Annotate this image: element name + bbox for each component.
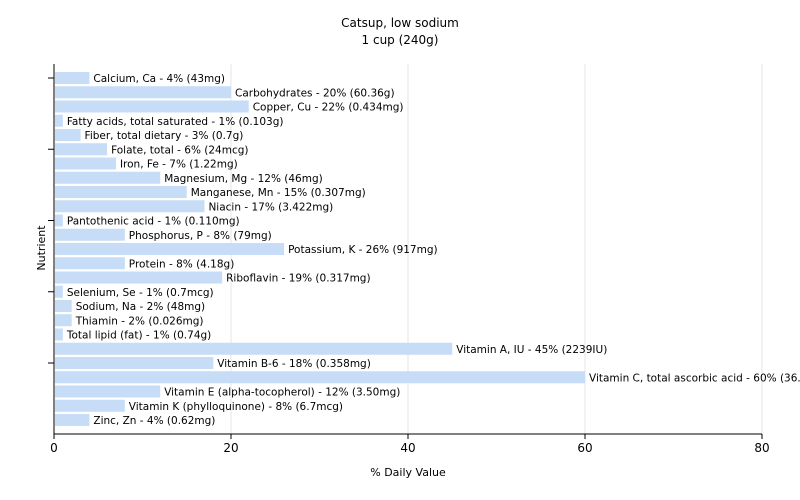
chart-title: Catsup, low sodium <box>341 16 459 30</box>
x-tick-label: 60 <box>577 441 592 455</box>
bar <box>55 243 285 255</box>
bar <box>55 214 63 227</box>
bar <box>55 143 108 156</box>
bar <box>55 200 205 213</box>
bar-label: Fiber, total dietary - 3% (0.7g) <box>85 130 244 142</box>
bar <box>55 399 125 412</box>
x-tick-label: 40 <box>400 441 415 455</box>
bar <box>55 271 223 284</box>
axes-group: 0 20 40 60 80 <box>48 64 770 455</box>
bar-label: Fatty acids, total saturated - 1% (0.103… <box>67 116 284 128</box>
bar-label: Vitamin B-6 - 18% (0.358mg) <box>217 358 371 370</box>
bar <box>55 257 125 270</box>
bar <box>55 285 63 298</box>
bar-label: Riboflavin - 19% (0.317mg) <box>226 273 370 285</box>
x-tick-label: 0 <box>50 441 58 455</box>
bar-label: Sodium, Na - 2% (48mg) <box>76 301 205 313</box>
x-tick-label: 20 <box>223 441 238 455</box>
bar <box>55 228 125 241</box>
bar-label: Niacin - 17% (3.422mg) <box>208 201 333 213</box>
bar-label: Calcium, Ca - 4% (43mg) <box>93 73 225 85</box>
bar-label: Vitamin A, IU - 45% (2239IU) <box>456 344 607 356</box>
bar <box>55 86 231 99</box>
bar <box>55 314 72 327</box>
bar <box>55 371 585 384</box>
bar-label: Zinc, Zn - 4% (0.62mg) <box>93 415 215 427</box>
bar-label: Phosphorus, P - 8% (79mg) <box>129 230 272 242</box>
bar-label: Total lipid (fat) - 1% (0.74g) <box>66 330 211 342</box>
bar-label: Copper, Cu - 22% (0.434mg) <box>253 102 404 114</box>
bar-label: Carbohydrates - 20% (60.36g) <box>235 87 395 99</box>
x-tick-label: 80 <box>754 441 769 455</box>
bar-label: Pantothenic acid - 1% (0.110mg) <box>67 216 240 228</box>
bar <box>55 342 453 355</box>
bar-label: Protein - 8% (4.18g) <box>129 258 235 270</box>
bar <box>55 385 161 398</box>
bar-label: Magnesium, Mg - 12% (46mg) <box>164 173 323 185</box>
bar <box>55 357 214 369</box>
bar-label: Iron, Fe - 7% (1.22mg) <box>120 159 238 171</box>
bar-label: Manganese, Mn - 15% (0.307mg) <box>191 187 366 199</box>
bar <box>55 186 187 198</box>
bar <box>55 157 116 170</box>
bar <box>55 414 90 426</box>
bar-label: Folate, total - 6% (24mcg) <box>111 144 248 156</box>
bar-labels-group: Calcium, Ca - 4% (43mg) Carbohydrates - 2… <box>66 73 800 427</box>
bar <box>55 100 249 113</box>
bar <box>55 129 81 141</box>
y-axis-title: Nutrient <box>35 225 48 271</box>
bar-label: Vitamin E (alpha-tocopherol) - 12% (3.50… <box>164 387 400 399</box>
bar <box>55 114 63 127</box>
bar <box>55 328 63 341</box>
bar <box>55 300 72 312</box>
bars-group <box>55 72 585 426</box>
bar-label: Selenium, Se - 1% (0.7mcg) <box>67 287 214 299</box>
bar-label: Potassium, K - 26% (917mg) <box>288 244 438 256</box>
bar <box>55 171 161 184</box>
chart-subtitle: 1 cup (240g) <box>361 33 439 47</box>
bar <box>55 72 90 84</box>
bar-label: Vitamin K (phylloquinone) - 8% (6.7mcg) <box>129 401 343 413</box>
bar-label: Thiamin - 2% (0.026mg) <box>75 315 204 327</box>
x-axis-title: % Daily Value <box>370 466 446 479</box>
bar-label: Vitamin C, total ascorbic acid - 60% (36… <box>589 372 800 384</box>
